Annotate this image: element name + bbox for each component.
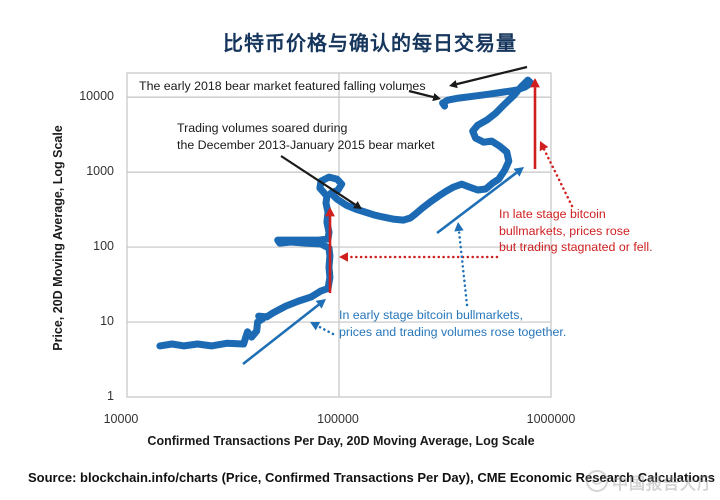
x-axis-title: Confirmed Transactions Per Day, 20D Movi… — [147, 434, 535, 448]
x-tick-10000: 10000 — [103, 412, 139, 426]
y-tick-10000: 10000 — [79, 89, 114, 103]
x-tick-1000000: 1000000 — [526, 412, 576, 426]
annotation-early-stage-bull: In early stage bitcoin bullmarkets, pric… — [339, 308, 567, 339]
annotation-early-2018-bear: The early 2018 bear market featured fall… — [139, 79, 426, 93]
x-tick-100000: 100000 — [317, 412, 359, 426]
annotation-late-stage-bull: In late stage bitcoin bullmarkets, price… — [499, 207, 653, 254]
y-tick-100: 100 — [93, 239, 114, 253]
watermark-logo-icon — [586, 470, 608, 492]
y-tick-10: 10 — [100, 314, 114, 328]
watermark-text: 中国报告大厅 — [612, 476, 715, 493]
y-axis-title: Price, 20D Moving Average, Log Scale — [51, 125, 65, 351]
y-tick-1: 1 — [107, 389, 114, 403]
annotation-2013-2015-bear: Trading volumes soared during the Decemb… — [177, 121, 435, 152]
y-tick-1000: 1000 — [86, 164, 114, 178]
chart-title: 比特币价格与确认的每日交易量 — [223, 33, 517, 55]
source-attribution: Source: blockchain.info/charts (Price, C… — [28, 470, 716, 485]
watermark: 中国报告大厅 — [584, 467, 720, 497]
